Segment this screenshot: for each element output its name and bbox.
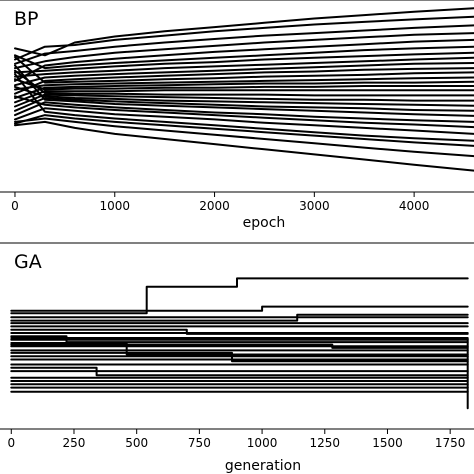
bp-series-line-11 [14,76,474,91]
ga-series-line-24 [10,343,469,349]
bp-x-tick-label-2: 2000 [199,199,230,213]
bp-series-line-0 [14,7,474,57]
bp-series-line-1 [14,15,474,61]
bp-series-line-4 [14,38,474,82]
ga-x-tick-label-4: 1000 [247,436,278,450]
ga-x-tick-label-3: 750 [188,436,211,450]
ga-series-line-0 [10,277,469,315]
ga-x-tick-label-2: 500 [125,436,148,450]
bp-series-line-16 [14,93,474,108]
bp-series-line-21 [14,95,474,129]
bp-x-ticks: 0 1000 2000 3000 4000 [11,192,429,213]
bp-x-tick-label-0: 0 [11,199,19,213]
bp-series-line-9 [14,67,474,95]
bp-series-line-8 [14,62,474,87]
bp-panel: BP 0 1000 2000 3000 4000 epoch [0,0,474,231]
ga-x-axis-label: generation [225,458,301,474]
bp-x-tick-label-1: 1000 [99,199,130,213]
bp-series-line-10 [14,56,474,84]
bp-series-line-7 [14,56,474,78]
ga-series-group [10,277,469,410]
ga-panel: GA 0 250 500 750 1000 1250 1500 1750 generation [0,242,474,474]
bp-series-line-18 [14,97,474,112]
ga-x-tick-label-0: 0 [7,436,15,450]
bp-series-group [14,7,474,172]
bp-series-line-22 [14,107,474,135]
bp-series-line-19 [14,64,474,117]
bp-series-line-23 [14,73,474,142]
bp-series-line-25 [14,117,474,158]
ga-series-line-25 [10,337,469,410]
bp-panel-label: BP [14,8,39,30]
bp-x-tick-label-3: 3000 [299,199,330,213]
bp-series-line-24 [14,114,474,147]
bp-series-line-3 [14,32,474,70]
bp-series-line-17 [14,85,474,107]
bp-series-line-12 [14,80,474,99]
ga-series-line-23 [10,305,469,312]
bp-series-line-15 [14,69,474,97]
bp-series-line-13 [14,78,474,91]
ga-x-tick-label-6: 1500 [372,436,403,450]
bp-series-line-6 [14,51,474,74]
bp-x-tick-label-4: 4000 [399,199,430,213]
bp-series-line-20 [14,101,474,123]
ga-panel-label: GA [14,251,42,273]
ga-series-line-9 [10,342,469,356]
ga-x-tick-label-5: 1250 [310,436,341,450]
bp-series-line-2 [14,24,474,65]
ga-series-line-2 [10,313,469,322]
ga-x-tick-label-7: 1750 [435,436,466,450]
bp-series-line-5 [14,45,474,70]
bp-series-line-14 [14,89,474,104]
ga-x-tick-label-1: 250 [63,436,86,450]
ga-x-ticks: 0 250 500 750 1000 1250 1500 1750 [7,429,465,450]
bp-series-line-26 [14,120,474,172]
bp-x-axis-label: epoch [243,215,286,231]
